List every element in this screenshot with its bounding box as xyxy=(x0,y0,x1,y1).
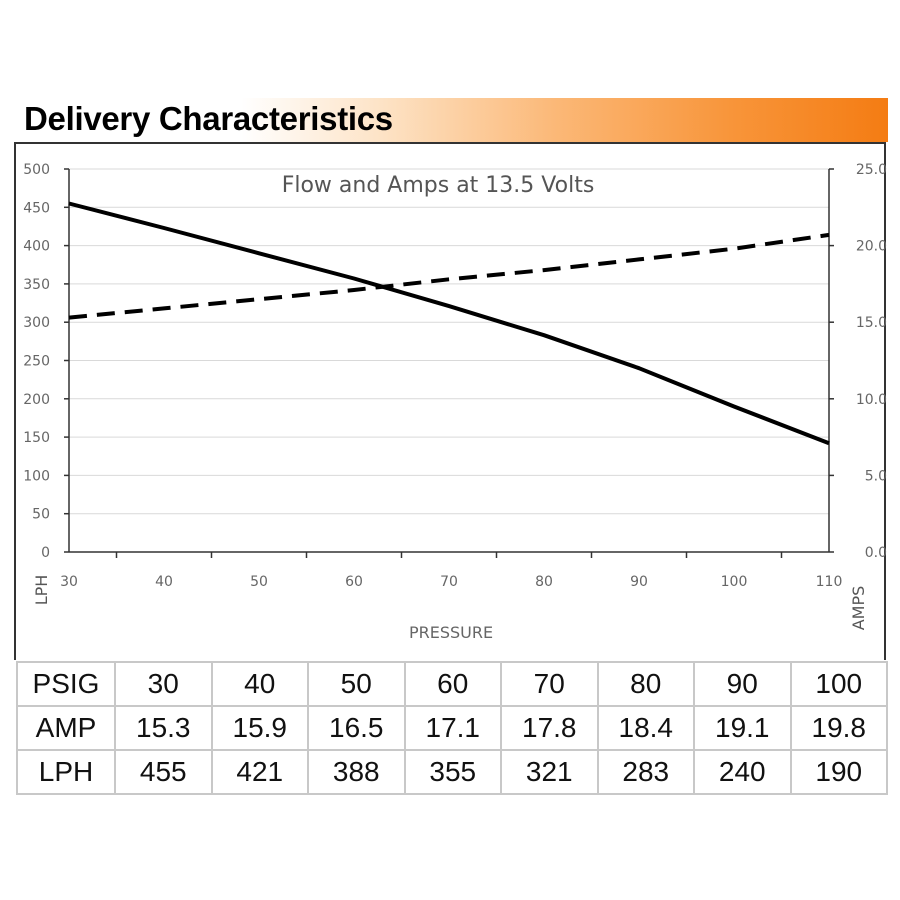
y-left-tick-label: 400 xyxy=(23,239,50,255)
y-right-tick-label: 25.0 xyxy=(856,162,887,178)
y-right-tick-label: 0.0 xyxy=(865,545,887,561)
table-cell: 240 xyxy=(693,749,792,795)
y-axis-left-label: LPH xyxy=(32,575,51,606)
chart-frame: 500 450 400 350 300 250 200 150 100 50 0 25.0 20.0 15… xyxy=(14,142,887,660)
table-cell: 16.5 xyxy=(307,705,406,751)
x-tick-label: 90 xyxy=(630,574,648,590)
y-right-tick-label: 15.0 xyxy=(856,315,887,331)
table-cell: 70 xyxy=(500,661,599,707)
table-cell: 15.3 xyxy=(114,705,213,751)
table-cell: 17.1 xyxy=(403,705,502,751)
table-cell: 90 xyxy=(693,661,792,707)
row-header: LPH xyxy=(16,749,116,795)
table-cell: 15.9 xyxy=(210,705,309,751)
y-left-tick-label: 150 xyxy=(23,430,50,446)
table-cell: 421 xyxy=(210,749,309,795)
series-lines xyxy=(68,201,830,446)
flow-series-line xyxy=(68,201,830,446)
y-left-tick-label: 500 xyxy=(23,162,50,178)
y-left-tick-label: 300 xyxy=(23,315,50,331)
x-tick-label: 70 xyxy=(440,574,458,590)
x-tick-label: 30 xyxy=(60,574,78,590)
axes xyxy=(64,168,834,558)
table-cell: 190 xyxy=(789,749,888,795)
y-left-tick-label: 50 xyxy=(32,507,50,523)
table-cell: 283 xyxy=(596,749,695,795)
table-cell: 388 xyxy=(307,749,406,795)
y-left-tick-label: 100 xyxy=(23,468,50,484)
y-left-tick-label: 350 xyxy=(23,277,50,293)
spec-table: PSIG 30 40 50 60 70 80 90 100 AMP 15.3 15.9 16.5 17.1… xyxy=(16,661,888,795)
table-row-lph: LPH 455 421 388 355 321 283 240 190 xyxy=(16,749,888,795)
y-axis-right-label: AMPS xyxy=(849,586,868,631)
y-left-tick-label: 250 xyxy=(23,354,50,370)
y-right-tick-label: 20.0 xyxy=(856,239,887,255)
row-header: PSIG xyxy=(16,661,116,707)
table-cell: 40 xyxy=(210,661,309,707)
table-cell: 355 xyxy=(403,749,502,795)
x-tick-label: 50 xyxy=(250,574,268,590)
header-bar xyxy=(14,98,888,142)
page-title: Delivery Characteristics xyxy=(24,100,393,137)
gridlines xyxy=(69,168,829,553)
y-right-tick-label: 5.0 xyxy=(865,468,887,484)
row-header: AMP xyxy=(16,705,116,751)
table-cell: 30 xyxy=(114,661,213,707)
y-left-tick-label: 450 xyxy=(23,200,50,216)
flow-amps-chart: 50045040035030025020015010050025.020.015… xyxy=(23,162,887,642)
table-cell: 455 xyxy=(114,749,213,795)
y-left-tick-label: 200 xyxy=(23,392,50,408)
amps-series-line xyxy=(68,232,830,320)
x-tick-label: 60 xyxy=(345,574,363,590)
table-cell: 100 xyxy=(789,661,888,707)
x-tick-label: 100 xyxy=(721,574,748,590)
table-cell: 80 xyxy=(596,661,695,707)
table-cell: 321 xyxy=(500,749,599,795)
table-cell: 19.8 xyxy=(789,705,888,751)
table-cell: 50 xyxy=(307,661,406,707)
x-axis-label: PRESSURE xyxy=(409,623,493,642)
x-tick-label: 110 xyxy=(816,574,843,590)
chart-title: Flow and Amps at 13.5 Volts xyxy=(282,173,595,198)
table-cell: 17.8 xyxy=(500,705,599,751)
y-right-tick-label: 10.0 xyxy=(856,392,887,408)
y-left-tick-label: 0 xyxy=(41,545,50,561)
table-cell: 60 xyxy=(403,661,502,707)
tick-labels: 50045040035030025020015010050025.020.015… xyxy=(23,162,887,590)
table-row-amp: AMP 15.3 15.9 16.5 17.1 17.8 18.4 19.1 19.8 xyxy=(16,705,888,751)
table-cell: 19.1 xyxy=(693,705,792,751)
table-row-psig: PSIG 30 40 50 60 70 80 90 100 xyxy=(16,661,888,707)
table-cell: 18.4 xyxy=(596,705,695,751)
x-tick-label: 40 xyxy=(155,574,173,590)
x-tick-label: 80 xyxy=(535,574,553,590)
